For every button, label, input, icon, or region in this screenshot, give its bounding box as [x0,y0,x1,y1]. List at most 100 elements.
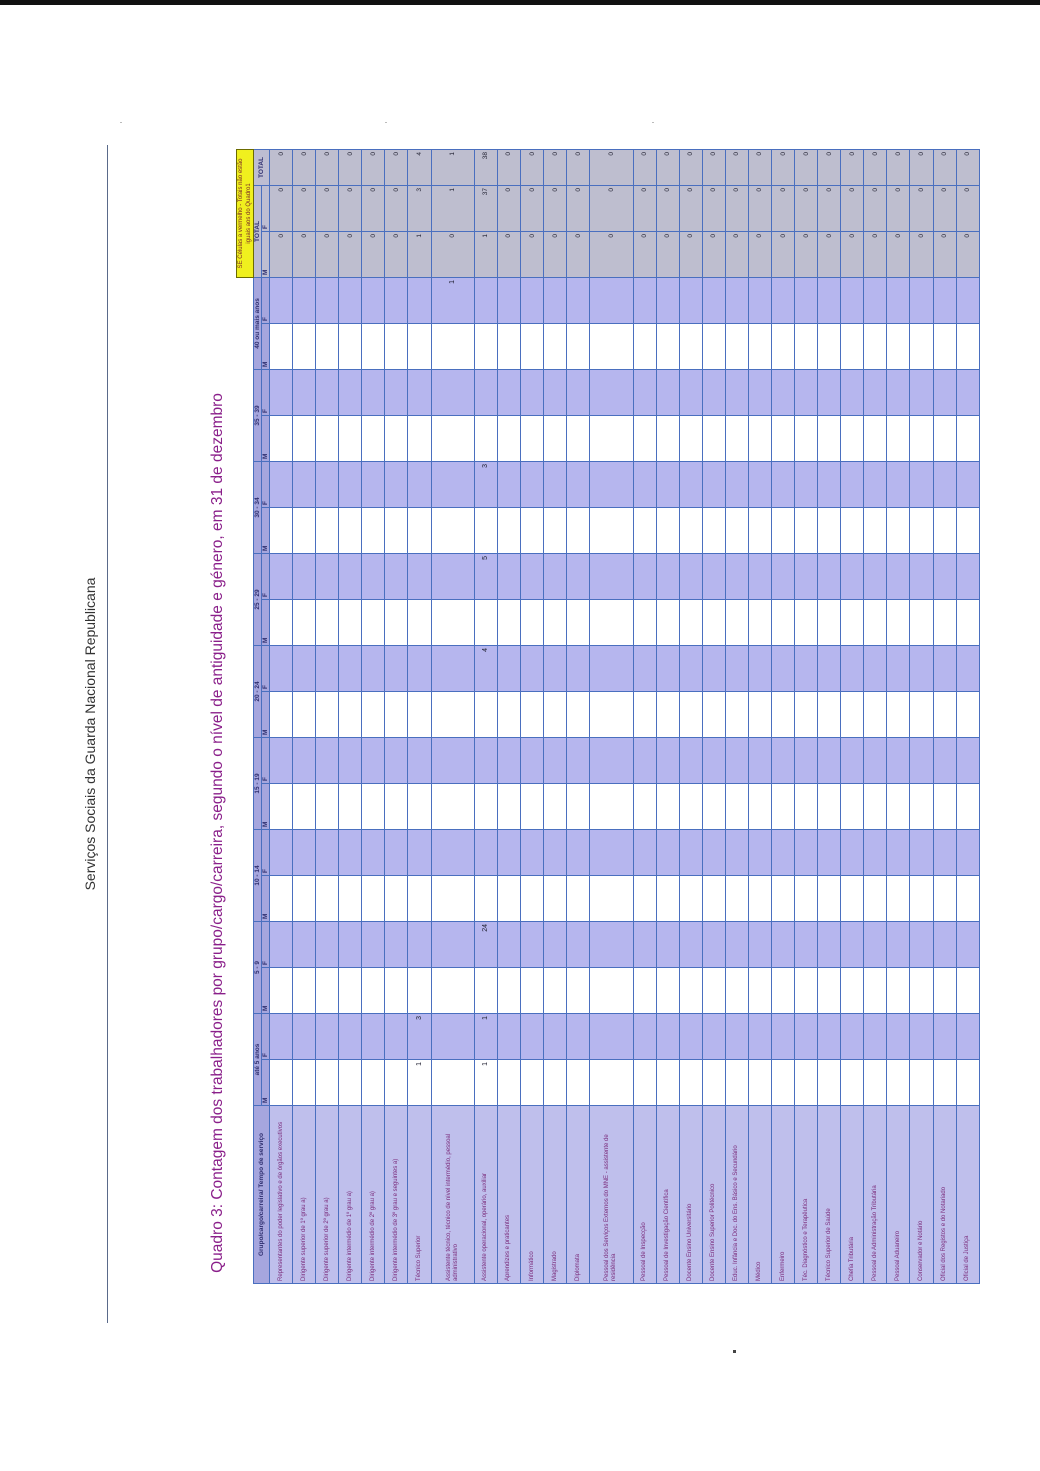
female-count-cell[interactable] [956,645,980,692]
female-count-cell[interactable] [794,461,818,508]
female-count-cell[interactable]: 1 [474,1013,498,1060]
female-count-cell[interactable] [679,645,703,692]
male-count-cell[interactable] [589,967,633,1014]
male-count-cell[interactable] [725,599,749,646]
male-count-cell[interactable] [497,691,521,738]
male-count-cell[interactable] [840,691,864,738]
female-count-cell[interactable] [497,369,521,416]
female-count-cell[interactable] [431,921,475,968]
male-count-cell[interactable] [474,875,498,922]
female-count-cell[interactable] [817,369,841,416]
female-count-cell[interactable] [956,921,980,968]
male-count-cell[interactable] [817,599,841,646]
male-count-cell[interactable] [771,875,795,922]
male-count-cell[interactable] [497,875,521,922]
male-count-cell[interactable] [407,507,432,554]
male-count-cell[interactable] [384,783,408,830]
female-count-cell[interactable] [771,737,795,784]
male-count-cell[interactable] [407,415,432,462]
female-count-cell[interactable] [794,553,818,600]
male-count-cell[interactable] [886,323,910,370]
male-count-cell[interactable] [589,323,633,370]
female-count-cell[interactable] [384,277,408,324]
female-count-cell[interactable] [315,829,339,876]
female-count-cell[interactable] [656,277,680,324]
female-count-cell[interactable] [497,737,521,784]
female-count-cell[interactable] [543,553,567,600]
male-count-cell[interactable] [497,415,521,462]
female-count-cell[interactable] [794,277,818,324]
female-count-cell[interactable] [361,829,385,876]
male-count-cell[interactable] [863,967,887,1014]
female-count-cell[interactable]: 5 [474,553,498,600]
male-count-cell[interactable] [633,599,657,646]
male-count-cell[interactable] [956,783,980,830]
male-count-cell[interactable] [338,783,362,830]
male-count-cell[interactable] [794,691,818,738]
female-count-cell[interactable] [384,1013,408,1060]
female-count-cell[interactable] [269,369,293,416]
female-count-cell[interactable] [269,921,293,968]
female-count-cell[interactable] [520,829,544,876]
male-count-cell[interactable] [384,323,408,370]
female-count-cell[interactable] [840,921,864,968]
male-count-cell[interactable] [292,415,316,462]
male-count-cell[interactable] [431,967,475,1014]
female-count-cell[interactable] [407,645,432,692]
male-count-cell[interactable] [407,323,432,370]
female-count-cell[interactable] [407,829,432,876]
female-count-cell[interactable] [633,737,657,784]
male-count-cell[interactable] [863,1059,887,1106]
female-count-cell[interactable] [771,369,795,416]
male-count-cell[interactable] [633,691,657,738]
female-count-cell[interactable] [656,737,680,784]
female-count-cell[interactable] [520,461,544,508]
male-count-cell[interactable] [338,323,362,370]
male-count-cell[interactable] [361,967,385,1014]
female-count-cell[interactable] [933,553,957,600]
male-count-cell[interactable] [817,415,841,462]
female-count-cell[interactable] [656,1013,680,1060]
female-count-cell[interactable] [863,461,887,508]
male-count-cell[interactable] [933,691,957,738]
female-count-cell[interactable] [702,277,726,324]
female-count-cell[interactable] [566,1013,590,1060]
female-count-cell[interactable] [771,1013,795,1060]
female-count-cell[interactable] [863,829,887,876]
female-count-cell[interactable] [748,645,772,692]
male-count-cell[interactable] [566,323,590,370]
male-count-cell[interactable] [909,323,934,370]
female-count-cell[interactable] [338,553,362,600]
male-count-cell[interactable] [407,599,432,646]
male-count-cell[interactable] [909,783,934,830]
male-count-cell[interactable] [407,967,432,1014]
male-count-cell[interactable] [292,691,316,738]
female-count-cell[interactable] [589,829,633,876]
male-count-cell[interactable] [794,783,818,830]
male-count-cell[interactable] [817,783,841,830]
male-count-cell[interactable] [269,967,293,1014]
male-count-cell[interactable] [431,507,475,554]
female-count-cell[interactable] [589,1013,633,1060]
female-count-cell[interactable] [933,645,957,692]
female-count-cell[interactable] [474,277,498,324]
male-count-cell[interactable] [863,323,887,370]
female-count-cell[interactable] [407,461,432,508]
female-count-cell[interactable] [840,369,864,416]
male-count-cell[interactable] [933,783,957,830]
female-count-cell[interactable] [725,553,749,600]
male-count-cell[interactable] [702,415,726,462]
female-count-cell[interactable] [840,461,864,508]
male-count-cell[interactable] [933,967,957,1014]
female-count-cell[interactable] [656,921,680,968]
female-count-cell[interactable] [956,553,980,600]
male-count-cell[interactable] [566,507,590,554]
male-count-cell[interactable] [702,875,726,922]
male-count-cell[interactable] [520,967,544,1014]
female-count-cell[interactable] [702,553,726,600]
male-count-cell[interactable] [474,783,498,830]
male-count-cell[interactable] [909,507,934,554]
male-count-cell[interactable] [431,691,475,738]
female-count-cell[interactable] [431,369,475,416]
male-count-cell[interactable] [725,323,749,370]
